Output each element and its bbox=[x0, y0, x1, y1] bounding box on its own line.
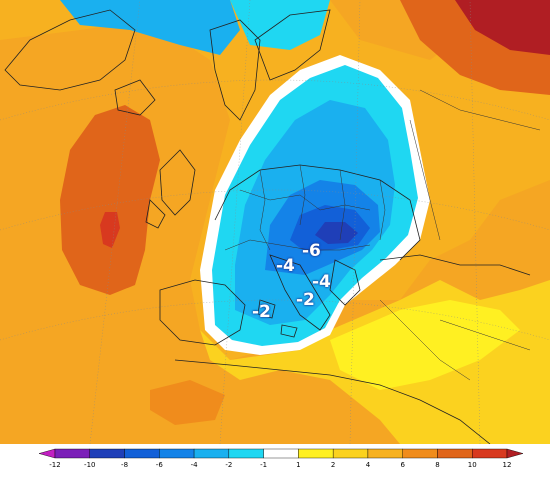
colorbar-tick-label: 1 bbox=[296, 461, 301, 469]
colorbar-segment bbox=[228, 448, 264, 459]
colorbar-ticks: -12 -10 -8 -6 -4 -2 -1 1 2 4 6 8 10 12 bbox=[0, 461, 550, 475]
colorbar-segment bbox=[159, 448, 195, 459]
colorbar-segment bbox=[437, 448, 473, 459]
colorbar-svg bbox=[38, 448, 524, 459]
colorbar-segment bbox=[124, 448, 160, 459]
colorbar-tick-label: 10 bbox=[467, 461, 477, 469]
greenland-cold-zone bbox=[230, 0, 330, 50]
colorbar-tick-label: 2 bbox=[330, 461, 336, 469]
atlantic-warm-core bbox=[100, 212, 120, 248]
colorbar-segment bbox=[298, 448, 334, 459]
colorbar-tick-label: 6 bbox=[400, 461, 405, 469]
colorbar-tick-label: 8 bbox=[435, 461, 440, 469]
dark-blue-core bbox=[315, 222, 358, 244]
color-scale-legend: -12 -10 -8 -6 -4 -2 -1 1 2 4 6 8 10 12 bbox=[0, 444, 550, 477]
coastlines bbox=[4, 9, 531, 444]
temperature-anomaly-map: -6 -4 -4 -2 -2 bbox=[0, 0, 550, 444]
country-borders bbox=[224, 89, 541, 381]
atlantic-warm-zone bbox=[60, 105, 160, 295]
colorbar-end-low bbox=[38, 448, 56, 459]
colorbar-tick-label: -10 bbox=[84, 461, 96, 469]
colorbar-segment bbox=[402, 448, 438, 459]
colorbar-segment bbox=[89, 448, 125, 459]
colorbar-tick-label: 12 bbox=[502, 461, 512, 469]
colorbar-segment bbox=[54, 448, 90, 459]
north-africa-warm-zone bbox=[150, 380, 225, 425]
colorbar-segment bbox=[263, 448, 299, 459]
colorbar-segment bbox=[193, 448, 230, 459]
colorbar-tick-label: -2 bbox=[225, 461, 233, 469]
graticule bbox=[0, 0, 550, 444]
colorbar-tick-label: -8 bbox=[121, 461, 129, 469]
colorbar-tick-label: -1 bbox=[260, 461, 268, 469]
map-canvas bbox=[0, 0, 550, 444]
colorbar-tick-label: -4 bbox=[190, 461, 198, 469]
scandinavia-cold-zone bbox=[60, 0, 240, 55]
colorbar-tick-label: -12 bbox=[49, 461, 61, 469]
colorbar-segment bbox=[472, 448, 508, 459]
russia-warm-core bbox=[455, 0, 550, 55]
colorbar-end-high bbox=[506, 448, 524, 459]
colorbar-tick-label: -6 bbox=[155, 461, 163, 469]
colorbar-segment bbox=[367, 448, 403, 459]
colorbar-segment bbox=[332, 448, 369, 459]
colorbar-tick-label: 4 bbox=[365, 461, 371, 469]
